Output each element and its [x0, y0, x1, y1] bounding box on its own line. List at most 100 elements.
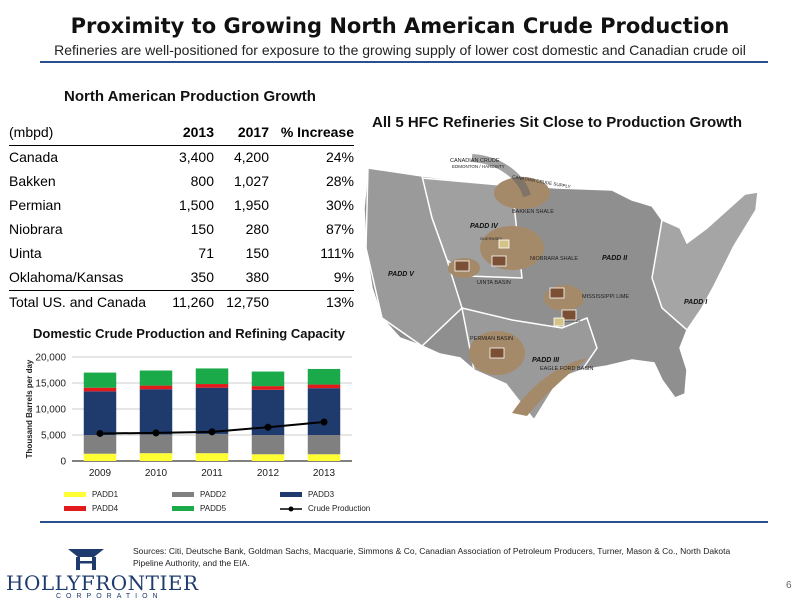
oil-tank-icon [553, 317, 565, 327]
legend-item-padd2: PADD2 [172, 490, 226, 499]
value-2017-cell: 1,950 [233, 197, 269, 213]
table-header-row: (mbpd) 2013 2017 % Increase [9, 121, 354, 146]
region-cell: Total US. and Canada [9, 290, 154, 315]
legend-item-padd1: PADD1 [64, 490, 118, 499]
chart-title: Domestic Crude Production and Refining C… [33, 326, 346, 341]
bar-segment-padd2 [195, 433, 229, 454]
bar-segment-padd5 [139, 370, 173, 386]
bar-segment-padd1 [307, 454, 341, 461]
region-cell: Permian [9, 197, 62, 213]
bar-segment-padd1 [251, 454, 285, 461]
table-header-2013: 2013 [154, 121, 214, 146]
region-cell: Niobrara [9, 221, 63, 237]
page-number: 6 [786, 580, 792, 591]
refinery-icon [489, 347, 505, 359]
page-title: Proximity to Growing North American Crud… [70, 14, 730, 38]
logo-mark-right-post [92, 557, 96, 570]
map-section-title: All 5 HFC Refineries Sit Close to Produc… [372, 114, 743, 131]
region-cell: Uinta [9, 245, 42, 261]
padd-iii-label: PADD III [532, 357, 560, 364]
value-2013-cell: 150 [190, 221, 214, 237]
legend-label: PADD3 [308, 490, 335, 499]
legend-label: PADD5 [200, 504, 227, 513]
table-row: Niobrara 150 280 87% [9, 218, 354, 242]
title-divider [40, 61, 768, 63]
refinery-icon [561, 309, 577, 321]
increase-cell: 28% [325, 173, 354, 189]
bar-segment-padd2 [83, 435, 117, 454]
company-logo-name: HOLLYFRONTIER [6, 571, 199, 595]
x-tick-label: 2013 [313, 468, 336, 479]
padd-ii-label: PADD II [602, 255, 628, 262]
legend-item-crude-production: Crude Production [280, 504, 370, 513]
logo-mark-crossbar [80, 561, 92, 564]
table-row: Permian 1,500 1,950 30% [9, 194, 354, 218]
legend-swatch [280, 492, 302, 497]
niobrara-shale-basin [480, 226, 544, 270]
refinery-icon [549, 287, 565, 299]
value-2017-cell: 280 [245, 221, 269, 237]
guernsey-label: GUERNSEY [480, 236, 503, 241]
value-2017-cell: 150 [245, 245, 269, 261]
production-section-title: North American Production Growth [64, 88, 316, 105]
canadian-crude-label: CANADIAN CRUDE [450, 158, 500, 164]
logo-mark-left-post [76, 557, 80, 570]
value-2017-cell: 380 [245, 269, 269, 285]
y-tick-label: 10,000 [35, 405, 66, 416]
x-tick-label: 2010 [145, 468, 168, 479]
bar-segment-padd2 [251, 435, 285, 455]
padd-i-label: PADD I [684, 299, 708, 306]
x-tick-label: 2009 [89, 468, 112, 479]
table-row: Oklahoma/Kansas 350 380 9% [9, 266, 354, 291]
region-cell: Canada [9, 149, 59, 165]
legend-swatch [172, 492, 194, 497]
table-header-2017: 2017 [214, 121, 269, 146]
company-logo-sub: CORPORATION [56, 593, 163, 600]
value-2013-cell: 350 [190, 269, 214, 285]
company-logo [68, 549, 104, 570]
refinery-icon [491, 255, 507, 267]
bar-segment-padd1 [83, 453, 117, 461]
legend-label: PADD1 [92, 490, 119, 499]
value-2017-cell: 4,200 [233, 149, 269, 165]
table-header-increase: % Increase [269, 121, 354, 146]
increase-cell: 30% [325, 197, 354, 213]
padd-v-label: PADD V [388, 271, 415, 278]
bar-segment-padd3 [307, 388, 341, 435]
crude-production-point [320, 418, 328, 426]
y-tick-label: 15,000 [35, 379, 66, 390]
bar-segment-padd4 [83, 387, 117, 392]
bar-segment-padd5 [83, 372, 117, 388]
padd-i-region [651, 191, 759, 332]
crude-production-point [96, 429, 104, 437]
padd-iv-label: PADD IV [470, 223, 499, 230]
bar-segment-padd5 [195, 368, 229, 385]
table-row: Bakken 800 1,027 28% [9, 170, 354, 194]
legend-swatch [64, 506, 86, 511]
value-2017-cell: 1,027 [233, 173, 269, 189]
production-table: (mbpd) 2013 2017 % Increase Canada 3,400… [9, 121, 354, 315]
bar-segment-padd4 [251, 386, 285, 390]
crude-production-point [208, 428, 216, 436]
refinery-icons [454, 239, 577, 359]
bar-segment-padd5 [251, 371, 285, 387]
crude-production-point [152, 429, 160, 437]
bakken-shale-label: BAKKEN SHALE [512, 209, 554, 215]
legend-line-marker [280, 506, 302, 511]
region-cell: Bakken [9, 173, 56, 189]
legend-item-padd5: PADD5 [172, 504, 226, 513]
canadian-crude-arrow [471, 154, 531, 198]
x-tick-label: 2012 [257, 468, 280, 479]
bar-segment-padd3 [83, 391, 117, 435]
legend-swatch [172, 506, 194, 511]
x-tick-label: 2011 [201, 468, 223, 479]
bar-segment-padd3 [139, 389, 173, 435]
increase-cell: 13% [269, 290, 354, 315]
increase-cell: 87% [325, 221, 354, 237]
bar-segment-padd3 [195, 387, 229, 434]
table-row: Uinta 71 150 111% [9, 242, 354, 266]
value-2013-cell: 800 [190, 173, 214, 189]
bar-segment-padd2 [307, 435, 341, 455]
mississippi-lime-label: MISSISSIPPI LIME [582, 294, 629, 300]
logo-mark-top [68, 549, 104, 557]
